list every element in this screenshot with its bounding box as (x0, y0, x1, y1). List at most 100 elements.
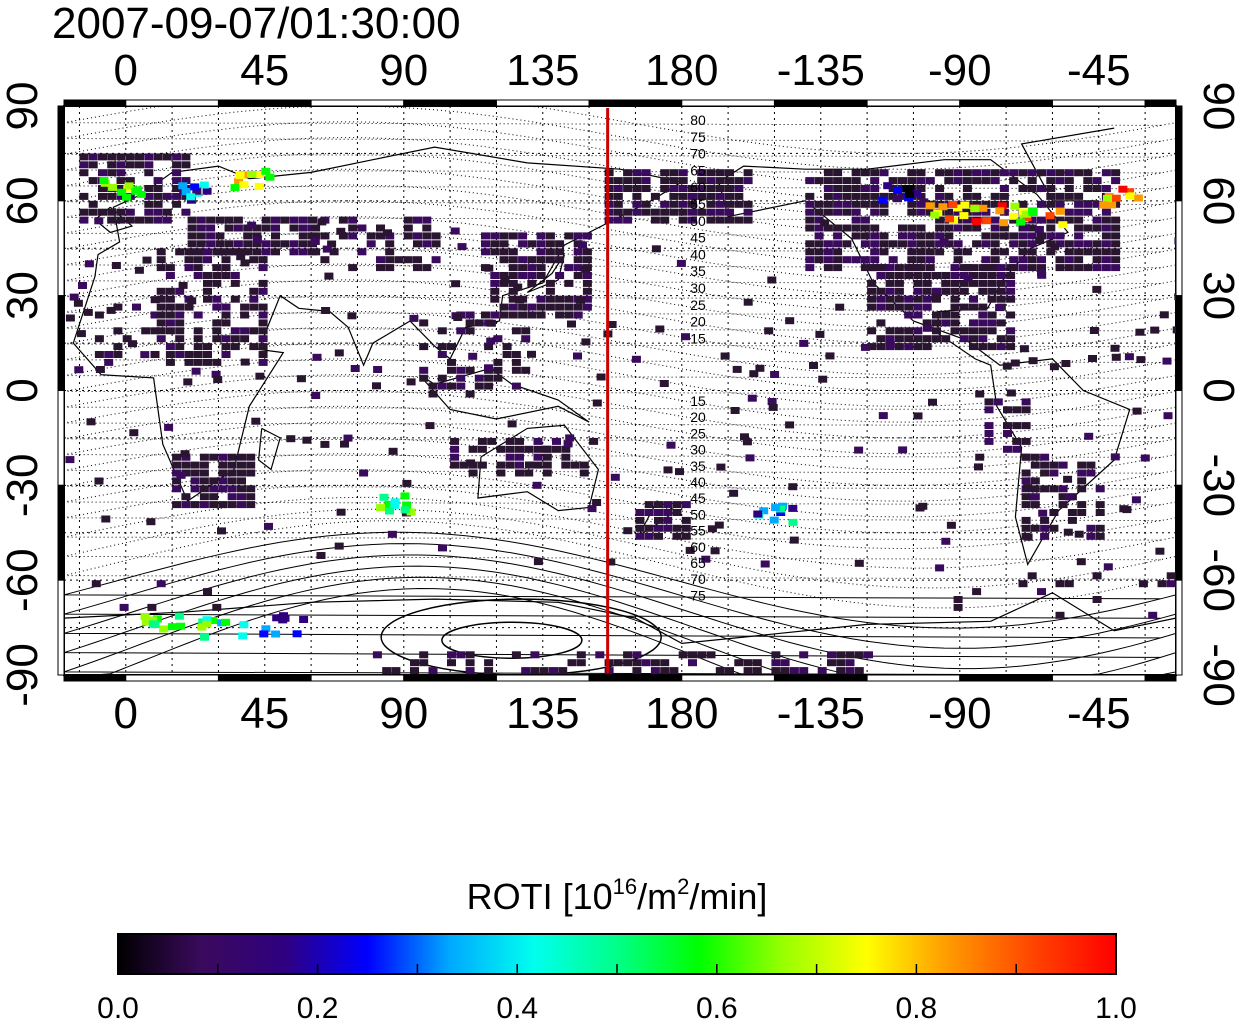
roti-cell (978, 319, 988, 327)
frame-segment (310, 674, 405, 682)
roti-cell (987, 295, 997, 303)
frame-segment (681, 674, 775, 682)
roti-cell (913, 264, 923, 272)
roti-cell (1046, 232, 1056, 240)
roti-cell (932, 311, 941, 319)
roti-cell (984, 422, 994, 430)
roti-cell (564, 264, 574, 272)
roti-cell (384, 501, 394, 508)
roti-cell (508, 248, 518, 256)
magnetic-contour-loop (380, 598, 662, 675)
roti-data-layer (65, 153, 1176, 675)
roti-cell (209, 477, 219, 485)
roti-cell (545, 287, 555, 295)
roti-cell (681, 532, 691, 540)
roti-cell (885, 335, 895, 343)
roti-cell (959, 287, 969, 295)
roti-cell (833, 256, 843, 264)
roti-cell (252, 232, 262, 240)
roti-cell (280, 240, 290, 248)
roti-cell (336, 227, 346, 235)
roti-cell (1040, 516, 1050, 524)
roti-cell (515, 437, 524, 445)
roti-cell (192, 187, 202, 195)
roti-cell (1009, 177, 1019, 185)
roti-cell (555, 272, 565, 279)
roti-cell (635, 532, 645, 540)
roti-cell (1058, 493, 1068, 501)
roti-cell (477, 437, 487, 445)
roti-cell (984, 398, 994, 406)
roti-cell (1030, 453, 1040, 461)
roti-cell (104, 358, 114, 366)
roti-cell (237, 493, 246, 501)
roti-cell (508, 272, 518, 279)
roti-cell (334, 349, 344, 357)
roti-cell (913, 335, 923, 343)
roti-cell (1055, 177, 1065, 185)
roti-cell (193, 335, 203, 343)
roti-cell (788, 483, 798, 491)
roti-cell (212, 272, 222, 279)
roti-cell (1063, 475, 1073, 483)
roti-cell (688, 185, 697, 192)
roti-cell (644, 501, 654, 509)
roti-cell (296, 375, 306, 383)
roti-cell (870, 208, 880, 216)
roti-cell (981, 208, 991, 216)
roti-cell (941, 272, 951, 279)
roti-cell (199, 469, 209, 477)
roti-cell (212, 603, 222, 611)
roti-cell (203, 351, 212, 358)
roti-cell (904, 327, 914, 335)
roti-cell (237, 469, 246, 477)
roti-cell (904, 272, 914, 279)
roti-cell (767, 276, 777, 284)
roti-cell (641, 177, 651, 185)
roti-cell (944, 240, 954, 248)
roti-cell (496, 445, 506, 453)
roti-cell (1027, 264, 1037, 272)
roti-cell (1010, 202, 1020, 210)
roti-cell (950, 287, 960, 295)
roti-cell (261, 167, 271, 175)
roti-cell (960, 201, 970, 209)
magnetic-contour-line (64, 326, 1176, 392)
roti-cell (230, 248, 240, 256)
frame-segment (866, 674, 961, 682)
roti-cell (521, 366, 531, 374)
roti-cell (678, 208, 688, 216)
roti-cell (499, 272, 509, 279)
roti-cell (879, 232, 889, 240)
roti-cell (823, 240, 833, 248)
roti-cell (1002, 362, 1012, 370)
roti-cell (669, 169, 679, 177)
roti-cell (240, 335, 250, 343)
contour-label: 60 (690, 539, 706, 555)
roti-cell (582, 295, 592, 303)
roti-cell (827, 659, 836, 667)
roti-cell (533, 445, 543, 453)
roti-cell (184, 248, 194, 256)
roti-cell (918, 502, 928, 510)
right-lat-tick-label: 60 (1194, 176, 1240, 225)
roti-cell (669, 185, 679, 192)
roti-cell (582, 272, 592, 279)
roti-cell (252, 240, 262, 248)
roti-cell (894, 287, 904, 295)
roti-cell (400, 506, 410, 514)
roti-cell (348, 232, 358, 240)
roti-cell (107, 216, 117, 224)
roti-cell (904, 311, 914, 319)
roti-cell (465, 659, 475, 667)
roti-cell (623, 177, 633, 185)
roti-cell (1101, 256, 1111, 264)
roti-cell (582, 256, 592, 264)
roti-cell (508, 264, 518, 272)
roti-cell (456, 374, 466, 382)
roti-cell (823, 169, 833, 177)
roti-cell (172, 477, 182, 485)
top-lon-tick-label: 45 (240, 46, 289, 95)
roti-cell (320, 440, 330, 448)
